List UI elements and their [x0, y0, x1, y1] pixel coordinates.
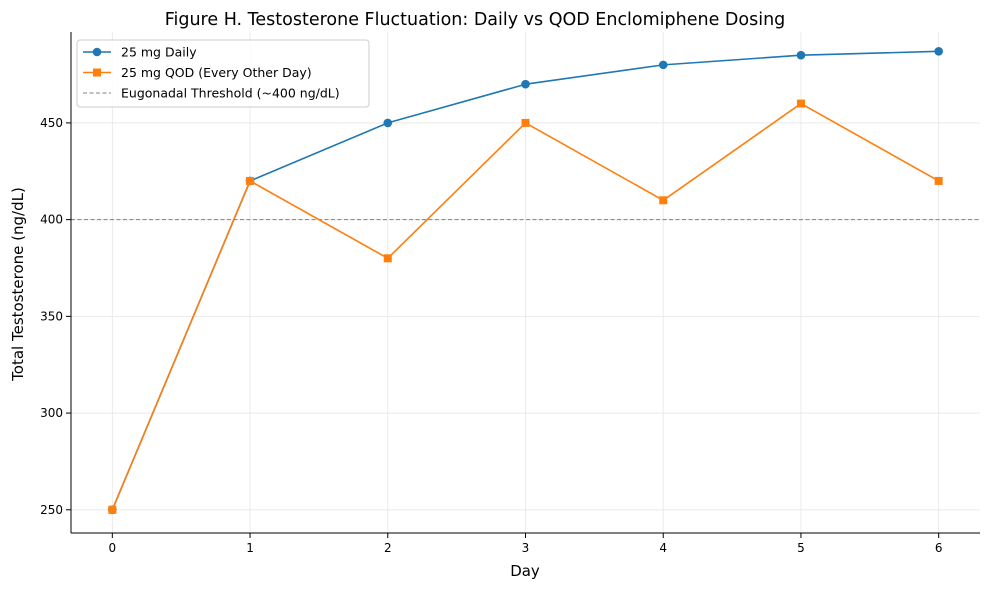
data-point: [246, 176, 255, 185]
x-tick-label: 6: [935, 541, 943, 555]
y-axis-ticks: 250 300 350 400 450: [40, 116, 71, 517]
x-tick-label: 5: [797, 541, 805, 555]
legend-entry: 25 mg QOD (Every Other Day): [83, 65, 312, 80]
series-2: [108, 99, 943, 514]
data-point: [796, 50, 806, 60]
x-tick-label: 3: [522, 541, 530, 555]
data-point: [108, 505, 117, 514]
x-tick-label: 4: [659, 541, 667, 555]
data-point: [383, 254, 392, 263]
legend-swatch-marker: [93, 68, 101, 77]
legend-entry: Eugonadal Threshold (~400 ng/dL): [83, 86, 340, 101]
y-tick-label: 400: [40, 213, 63, 227]
x-tick-label: 1: [246, 541, 254, 555]
legend: 25 mg Daily 25 mg QOD (Every Other Day) Eu…: [76, 39, 370, 108]
legend-label: 25 mg QOD (Every Other Day): [121, 65, 312, 80]
data-point: [521, 118, 530, 127]
x-axis-ticks: 0 1 2 3 4 5 6: [108, 533, 943, 555]
x-tick-label: 2: [384, 541, 392, 555]
x-tick-label: 0: [108, 541, 116, 555]
y-tick-label: 350: [40, 309, 63, 323]
y-tick-label: 300: [40, 406, 63, 420]
legend-box: [76, 39, 370, 108]
data-point: [658, 60, 668, 70]
legend-label: Eugonadal Threshold (~400 ng/dL): [121, 86, 340, 101]
data-point: [659, 196, 668, 205]
series-layer: [108, 47, 943, 515]
legend-entry: 25 mg Daily: [83, 45, 197, 60]
legend-swatch-marker: [92, 47, 102, 57]
data-point: [521, 79, 530, 89]
chart-title: Figure H. Testosterone Fluctuation: Dail…: [165, 10, 786, 30]
x-axis-label: Day: [510, 562, 540, 580]
data-point: [796, 99, 805, 108]
y-axis-label: Total Testosterone (ng/dL): [9, 187, 27, 382]
data-point: [934, 47, 943, 56]
data-point: [383, 118, 393, 128]
legend-label: 25 mg Daily: [121, 45, 197, 60]
y-tick-label: 250: [40, 503, 63, 517]
data-point: [934, 176, 943, 185]
y-tick-label: 450: [40, 116, 63, 130]
